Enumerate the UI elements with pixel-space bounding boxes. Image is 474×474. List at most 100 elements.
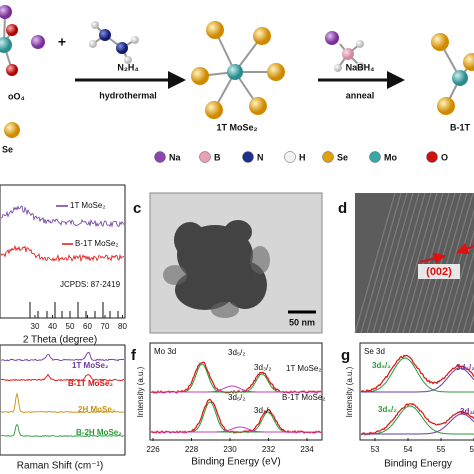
- y-axis-label: Intensity (a.u.): [136, 366, 145, 417]
- curve: [0, 351, 125, 362]
- panel-label: f: [131, 347, 137, 364]
- curve: [360, 357, 474, 393]
- lattice-fringe: [384, 192, 426, 334]
- curve: [361, 405, 474, 435]
- legend-label: B: [214, 152, 221, 162]
- condition: anneal: [346, 90, 375, 100]
- raman-frame: [0, 344, 126, 456]
- region-label: Se 3d: [364, 347, 385, 356]
- curve: [151, 385, 321, 393]
- series-label: 1T MoSe₂: [70, 201, 105, 210]
- curve: [151, 373, 321, 393]
- peak-label: 3d₅/₂: [228, 393, 245, 402]
- lattice-fringe: [462, 292, 474, 334]
- lattice-fringe: [360, 192, 402, 334]
- legend-swatch: [426, 151, 438, 163]
- xrd-frame: [0, 184, 126, 319]
- peak-label: 3d₃/₂: [254, 363, 271, 372]
- x-axis-label: Raman Shift (cm⁻¹): [17, 461, 103, 472]
- x-tick-label: 228: [185, 445, 199, 454]
- lattice-fringe: [372, 192, 414, 334]
- scheme: oO₄ Se + N₂H₄ hydrothermal 1T MoSe₂ NaBH…: [0, 5, 474, 154]
- x-axis-label: Binding Energy (eV): [191, 457, 281, 468]
- product: B-1T: [450, 122, 471, 132]
- reference: JCPDS: 87-2419: [60, 280, 121, 289]
- x-tick-label: 53: [371, 445, 380, 454]
- legend-swatch: [369, 151, 381, 163]
- peak-label: 3d₅/₂: [228, 348, 245, 357]
- lattice-fringe: [378, 192, 420, 334]
- peak-label: 3d₃/₂: [460, 407, 474, 416]
- curve: [361, 367, 474, 393]
- xrd-plot: [0, 205, 125, 318]
- x-axis-label: 2 Theta (degree): [23, 335, 97, 346]
- x-tick-label: 230: [223, 445, 237, 454]
- legend-label: Se: [337, 152, 348, 162]
- x-tick-label: 54: [404, 445, 413, 454]
- x-axis-label: Binding Energy: [384, 459, 452, 470]
- lattice-fringe: [408, 192, 450, 334]
- y-axis-label: Intensity (a.u.): [345, 366, 354, 417]
- x-tick-label: 234: [300, 445, 314, 454]
- curve: [360, 403, 474, 436]
- panel-label: g: [341, 347, 350, 364]
- x-tick-label: 226: [146, 445, 160, 454]
- raman-plot: [0, 351, 125, 438]
- partial-label: oO₄: [8, 91, 25, 101]
- legend-label: Mo: [384, 152, 397, 162]
- reagent: N₂H₄: [117, 62, 138, 72]
- legend-swatch: [322, 151, 334, 163]
- curve: [151, 426, 321, 433]
- lattice-fringe: [450, 250, 474, 334]
- legend-swatch: [199, 151, 211, 163]
- reagent: NaBH₄: [346, 62, 375, 72]
- partial-label: Se: [2, 144, 13, 154]
- x-tick-label: 80: [118, 322, 127, 331]
- peak-label: 3d₅/₂: [378, 405, 397, 414]
- intermediate: 1T MoSe₂: [216, 122, 257, 132]
- x-tick-label: 232: [262, 445, 276, 454]
- tem-particle: [174, 220, 267, 310]
- curve: [360, 354, 474, 393]
- xps-se-plot: [360, 354, 474, 436]
- panel-label: c: [133, 200, 141, 217]
- x-tick-label: 50: [66, 322, 75, 331]
- x-tick-label: 55: [437, 445, 446, 454]
- lattice-fringe: [396, 192, 438, 334]
- region-label: Mo 3d: [154, 347, 176, 356]
- x-tick-label: 70: [101, 322, 110, 331]
- peak-label: 3d₃/₂: [456, 363, 474, 372]
- legend-swatch: [284, 151, 296, 163]
- curve: [0, 423, 125, 438]
- legend-label: Na: [169, 152, 181, 162]
- condition: hydrothermal: [99, 90, 157, 100]
- panel-label: d: [338, 200, 347, 217]
- curve: [151, 411, 321, 433]
- plane-label: (002): [426, 266, 452, 278]
- series-label: 2H MoSe₂: [78, 405, 116, 414]
- series-label: 1T MoSe₂: [72, 361, 109, 370]
- xps-mo-plot: [150, 361, 322, 434]
- legend-swatch: [154, 151, 166, 163]
- peak-label: 3d₅/₂: [372, 361, 391, 370]
- lattice-fringe: [438, 208, 474, 334]
- element-legend: Na B N H Se Mo O: [154, 151, 448, 163]
- series-label: B-2H MoSe₂: [76, 428, 122, 437]
- series-label: 1T MoSe₂: [286, 364, 321, 373]
- lattice-fringe: [432, 192, 474, 334]
- series-label: B-1T MoSe₂: [75, 239, 118, 248]
- curve: [361, 413, 474, 435]
- curve: [0, 244, 125, 263]
- lattice-fringe: [390, 192, 432, 334]
- lattice-fringe: [426, 192, 468, 334]
- peak-label: 3d₃/₂: [254, 406, 271, 415]
- legend-label: O: [441, 152, 448, 162]
- curve: [0, 373, 125, 382]
- xps-frame: [359, 342, 474, 441]
- x-tick-label: 40: [48, 322, 57, 331]
- x-tick-label: 60: [83, 322, 92, 331]
- x-tick-label: 30: [31, 322, 40, 331]
- legend-swatch: [242, 151, 254, 163]
- scale-bar-label: 50 nm: [289, 317, 315, 327]
